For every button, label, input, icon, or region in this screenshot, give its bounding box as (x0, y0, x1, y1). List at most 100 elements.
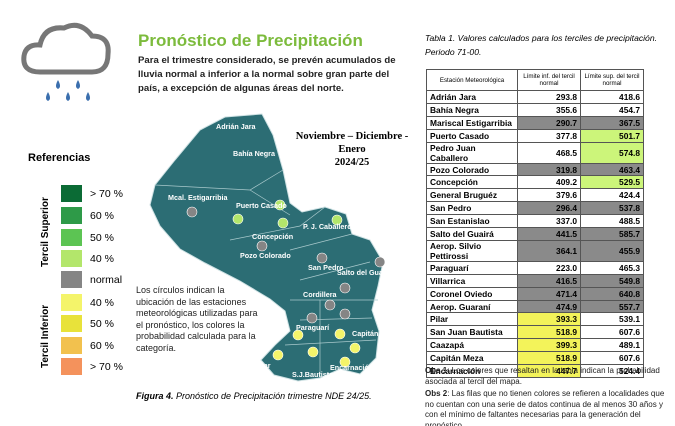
caption-label: Figura 4. (136, 391, 174, 401)
station-label: S.J.Bautista (292, 370, 334, 379)
station-cell: Caazapá (426, 338, 518, 353)
legend-label: 40 % (90, 253, 114, 265)
rain-drops (46, 80, 90, 101)
legend-swatch (61, 207, 82, 224)
station-label: San Pedro (308, 263, 344, 272)
table-row: General Bruguéz 379.6 424.4 (426, 188, 644, 203)
legend-swatch (61, 271, 82, 288)
caption-text: Pronóstico de Precipitación trimestre ND… (176, 391, 372, 401)
legend-swatch (61, 250, 82, 267)
value-cell: 489.1 (580, 338, 644, 353)
period-months: Noviembre – Diciembre - Enero (295, 131, 409, 155)
table-row: Mariscal Estigarribia 290.7 367.5 (426, 115, 644, 130)
notes: Obs 1: Los colores que resaltan en la ta… (425, 366, 670, 426)
value-cell: 319.8 (517, 162, 581, 177)
legend-label: 50 % (90, 232, 114, 244)
legend-label: > 70 % (90, 361, 123, 373)
station-cell: Adrián Jara (426, 90, 518, 104)
value-cell: 607.6 (580, 325, 644, 340)
station-cell: Aerop. Silvio Pettirossi (426, 239, 518, 262)
station-cell: General Bruguéz (426, 188, 518, 203)
value-cell: 379.6 (517, 188, 581, 203)
summary: Para el trimestre considerado, se prevén… (138, 55, 396, 94)
legend-swatch (61, 337, 82, 354)
lower-tercile-label: Tercil Inferior (40, 304, 51, 368)
column-header: Estación Meteorológica (426, 69, 518, 91)
table-row: Coronel Oviedo 471.4 640.8 (426, 286, 644, 301)
station-label: Salto del Guairá (337, 268, 393, 277)
figure-caption: Figura 4. Pronóstico de Precipitación tr… (136, 391, 372, 401)
value-cell: 399.3 (517, 338, 581, 353)
note-label: Obs 1 (425, 366, 448, 375)
station-cell: Pozo Colorado (426, 162, 518, 177)
table-row: Villarrica 416.5 549.8 (426, 273, 644, 288)
upper-tercile-label: Tercil Superior (40, 197, 51, 267)
station-label: P. J. Caballero (303, 222, 352, 231)
legend-label: 40 % (90, 297, 114, 309)
table-row: Pozo Colorado 319.8 463.4 (426, 162, 644, 177)
legend: > 70 % 60 % 50 % 40 % normal 40 % 50 % 60 % > 70… (61, 185, 123, 375)
title: Pronóstico de Precipitación (138, 31, 363, 50)
value-cell: 290.7 (517, 115, 581, 130)
station-cell: Salto del Guairá (426, 227, 518, 241)
map-note: Los círculos indican la ubicación de las… (136, 285, 258, 353)
value-cell: 574.8 (580, 141, 644, 164)
station-label: Pilar (255, 361, 271, 370)
note-text: : Los colores que resaltan en la tabla i… (425, 366, 660, 386)
header-row: Estación Meteorológica Límite inf. del te… (426, 69, 644, 91)
station-label: Capitán Meza (352, 329, 399, 338)
value-cell: 585.7 (580, 227, 644, 241)
legend-swatch (61, 315, 82, 332)
value-cell: 488.5 (580, 214, 644, 229)
value-cell: 607.6 (580, 351, 644, 366)
note: Obs 2: Las filas que no tienen colores s… (425, 389, 670, 426)
legend-title: Referencias (28, 152, 91, 164)
note-label: Obs 2 (425, 389, 448, 398)
station-label: Pozo Colorado (240, 251, 291, 260)
cloud-icon (21, 22, 111, 75)
value-cell: 364.1 (517, 239, 581, 262)
station-label: Encarnación (330, 363, 373, 372)
legend-swatch (61, 229, 82, 246)
value-cell: 640.8 (580, 286, 644, 301)
station-cell: San Juan Bautista (426, 325, 518, 340)
table-row: Bahía Negra 355.6 454.7 (426, 102, 644, 117)
legend-label: 60 % (90, 340, 114, 352)
value-cell: 501.7 (580, 128, 644, 143)
table-row: Encarnación 447.7 524.4 (426, 364, 644, 378)
value-cell: 293.8 (517, 90, 581, 104)
value-cell: 455.9 (580, 239, 644, 262)
table-row: Concepción 409.2 529.5 (426, 175, 644, 190)
legend-label: > 70 % (90, 188, 123, 200)
value-cell: 424.4 (580, 188, 644, 203)
legend-label: 60 % (90, 210, 114, 222)
value-cell: 529.5 (580, 175, 644, 190)
table-row: Paraguarí 223.0 465.3 (426, 260, 644, 275)
station-cell: Pilar (426, 312, 518, 327)
value-cell: 454.7 (580, 102, 644, 117)
station-labels: Adrián Jara Bahía Negra Mcal. Estigarribia… (168, 122, 399, 379)
station-label: Paraguarí (296, 323, 330, 332)
value-cell: 537.8 (580, 201, 644, 216)
station-cell: Pedro Juan Caballero (426, 141, 518, 164)
table-row: Aerop. Guaraní 474.9 557.7 (426, 299, 644, 314)
value-cell: 549.8 (580, 273, 644, 288)
value-cell: 557.7 (580, 299, 644, 314)
station-cell: San Pedro (426, 201, 518, 216)
note-text: : Las filas que no tienen colores se ref… (425, 389, 665, 426)
station-circles (186, 199, 386, 368)
table-row: San Juan Bautista 518.9 607.6 (426, 325, 644, 340)
station-label: Concepción (252, 232, 293, 241)
station-cell: Puerto Casado (426, 128, 518, 143)
value-cell: 518.9 (517, 325, 581, 340)
column-header: Límite sup. del tercil normal (580, 69, 644, 91)
column-header: Límite inf. del tercil normal (517, 69, 581, 91)
value-cell: 524.4 (580, 364, 644, 378)
station-cell: Mariscal Estigarribia (426, 115, 518, 130)
station-cell: Aerop. Guaraní (426, 299, 518, 314)
value-cell: 393.3 (517, 312, 581, 327)
table-row: Puerto Casado 377.8 501.7 (426, 128, 644, 143)
value-cell: 223.0 (517, 260, 581, 275)
table-row: Pilar 393.3 539.1 (426, 312, 644, 327)
